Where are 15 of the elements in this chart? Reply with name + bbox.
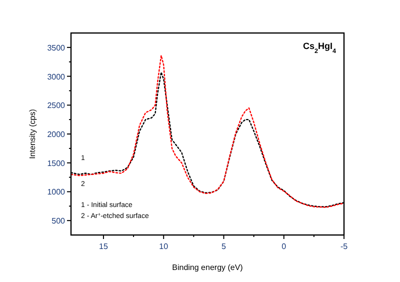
y-tick-label: 3500 bbox=[47, 43, 66, 52]
y-tick-label: 2500 bbox=[47, 101, 66, 110]
y-tick-label: 500 bbox=[52, 216, 66, 226]
x-tick-label: 10 bbox=[159, 242, 169, 251]
x-tick-label: 5 bbox=[222, 242, 227, 251]
y-axis-title: Intensity (cps) bbox=[28, 108, 37, 159]
text: Cs$_{2}$HgI$_{4}$ bbox=[302, 41, 336, 54]
y-tick-label: 3000 bbox=[47, 72, 66, 82]
y-tick-label: 1500 bbox=[47, 158, 66, 168]
y-tick-label: 2000 bbox=[47, 130, 66, 139]
x-tick-label: -5 bbox=[340, 242, 348, 251]
x-axis-title: Binding energy (eV) bbox=[172, 263, 244, 272]
x-tick-label: 15 bbox=[99, 242, 108, 251]
x-tick-label: 0 bbox=[282, 242, 287, 251]
y-tick-label: 1000 bbox=[47, 188, 66, 197]
